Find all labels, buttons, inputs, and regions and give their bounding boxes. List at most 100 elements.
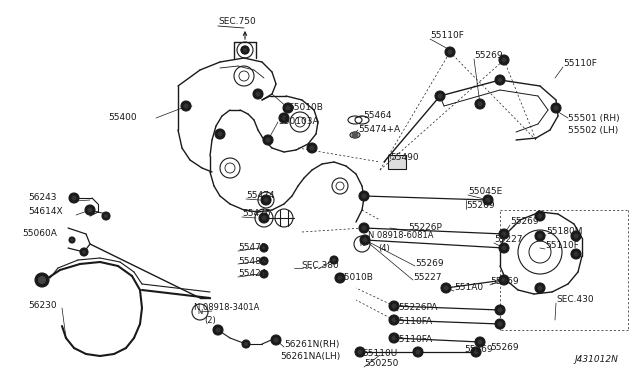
Circle shape: [338, 276, 342, 280]
Circle shape: [483, 195, 493, 205]
Text: SEC.430: SEC.430: [556, 295, 594, 305]
Circle shape: [181, 101, 191, 111]
Text: 55110F: 55110F: [563, 60, 597, 68]
Circle shape: [389, 315, 399, 325]
Circle shape: [362, 226, 366, 230]
Circle shape: [102, 212, 110, 220]
Circle shape: [307, 143, 317, 153]
Circle shape: [535, 231, 545, 241]
Circle shape: [38, 276, 45, 283]
Circle shape: [495, 319, 505, 329]
Circle shape: [538, 214, 542, 218]
Ellipse shape: [350, 132, 360, 138]
Circle shape: [435, 91, 445, 101]
Circle shape: [274, 338, 278, 342]
Circle shape: [271, 335, 281, 345]
Circle shape: [243, 48, 247, 52]
Circle shape: [363, 238, 367, 242]
Circle shape: [262, 246, 266, 250]
Circle shape: [330, 256, 338, 264]
Text: (2): (2): [204, 315, 216, 324]
Circle shape: [263, 135, 273, 145]
Text: 55400: 55400: [108, 113, 136, 122]
Text: 55269: 55269: [415, 259, 444, 267]
Circle shape: [244, 342, 248, 346]
Circle shape: [359, 191, 369, 201]
Text: 55045E: 55045E: [468, 187, 502, 196]
Text: 55269: 55269: [464, 344, 493, 353]
Circle shape: [88, 208, 92, 212]
Circle shape: [416, 350, 420, 354]
Circle shape: [389, 333, 399, 343]
Text: 55180M: 55180M: [546, 228, 582, 237]
Text: N 08918-6081A: N 08918-6081A: [368, 231, 433, 241]
Circle shape: [538, 234, 542, 238]
Circle shape: [389, 301, 399, 311]
Text: 55227: 55227: [413, 273, 442, 282]
Circle shape: [538, 286, 542, 290]
Circle shape: [260, 270, 268, 278]
Text: N: N: [197, 309, 203, 315]
Circle shape: [535, 283, 545, 293]
Text: 55269: 55269: [510, 218, 539, 227]
Circle shape: [495, 305, 505, 315]
Circle shape: [260, 244, 268, 252]
Circle shape: [332, 258, 336, 262]
Circle shape: [499, 229, 509, 239]
Circle shape: [498, 78, 502, 82]
Circle shape: [392, 318, 396, 322]
Circle shape: [241, 46, 249, 54]
Circle shape: [475, 337, 485, 347]
Circle shape: [260, 257, 268, 265]
Circle shape: [35, 273, 49, 287]
Circle shape: [448, 50, 452, 54]
Circle shape: [535, 211, 545, 221]
Text: 55501 (RH): 55501 (RH): [568, 113, 620, 122]
Circle shape: [213, 325, 223, 335]
Circle shape: [502, 58, 506, 62]
Circle shape: [474, 350, 478, 354]
Circle shape: [571, 231, 581, 241]
Circle shape: [80, 248, 88, 256]
Circle shape: [359, 223, 369, 233]
Text: 55502 (LH): 55502 (LH): [568, 125, 618, 135]
FancyBboxPatch shape: [388, 155, 406, 169]
Circle shape: [445, 47, 455, 57]
Text: SEC.380: SEC.380: [301, 260, 339, 269]
Text: 551A0: 551A0: [454, 283, 483, 292]
Circle shape: [444, 286, 448, 290]
Circle shape: [502, 246, 506, 250]
Circle shape: [499, 243, 509, 253]
Text: 54614X: 54614X: [28, 208, 63, 217]
Circle shape: [392, 304, 396, 308]
Circle shape: [355, 347, 365, 357]
Text: 550250: 550250: [364, 359, 398, 369]
Circle shape: [256, 92, 260, 96]
Circle shape: [262, 259, 266, 263]
Text: 55060A: 55060A: [22, 230, 57, 238]
Circle shape: [551, 103, 561, 113]
Text: 56230: 56230: [28, 301, 56, 310]
Circle shape: [362, 194, 366, 198]
Text: N: N: [360, 241, 365, 247]
Circle shape: [573, 252, 579, 256]
Circle shape: [486, 198, 490, 202]
Circle shape: [573, 234, 579, 238]
Circle shape: [69, 193, 79, 203]
Text: 55110FA: 55110FA: [393, 334, 432, 343]
Circle shape: [477, 340, 483, 344]
Text: J431012N: J431012N: [574, 356, 618, 365]
Text: 55269: 55269: [490, 343, 518, 353]
Text: 55110U: 55110U: [362, 350, 397, 359]
Circle shape: [471, 347, 481, 357]
Circle shape: [266, 138, 270, 142]
Circle shape: [502, 232, 506, 236]
Circle shape: [413, 347, 423, 357]
Text: 55424: 55424: [238, 269, 266, 279]
Circle shape: [571, 249, 581, 259]
Text: 56243: 56243: [28, 193, 56, 202]
Circle shape: [215, 129, 225, 139]
Circle shape: [498, 322, 502, 326]
Text: 55226PA: 55226PA: [398, 304, 437, 312]
Text: (4): (4): [378, 244, 390, 253]
